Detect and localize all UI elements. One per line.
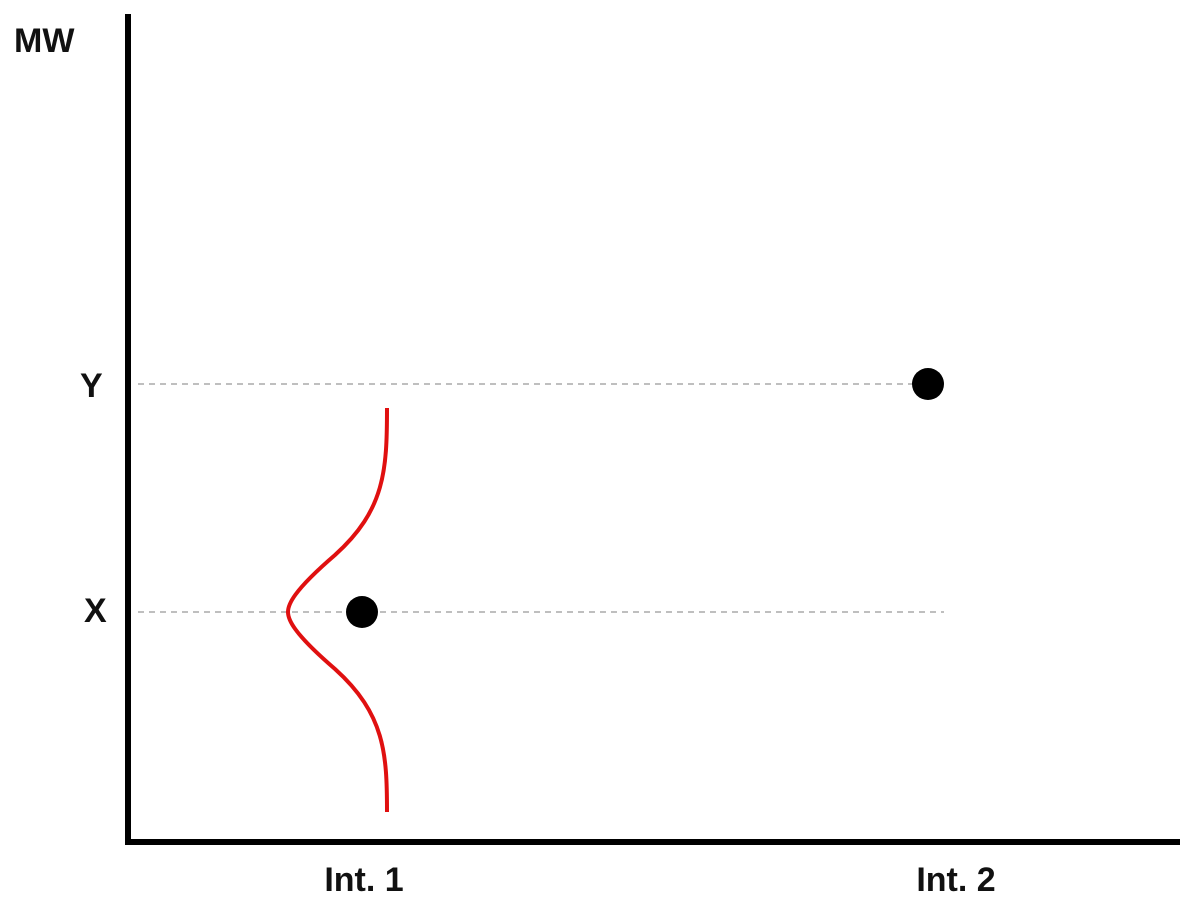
y-tick-label-y: Y [80,367,103,405]
data-point-int1-x [346,596,378,628]
x-tick-label-int1: Int. 1 [324,861,403,897]
y-tick-label-x: X [84,592,107,630]
data-point-int2-y [912,368,944,400]
y-axis-label: MW [14,22,75,60]
x-tick-label-int2: Int. 2 [916,861,995,897]
